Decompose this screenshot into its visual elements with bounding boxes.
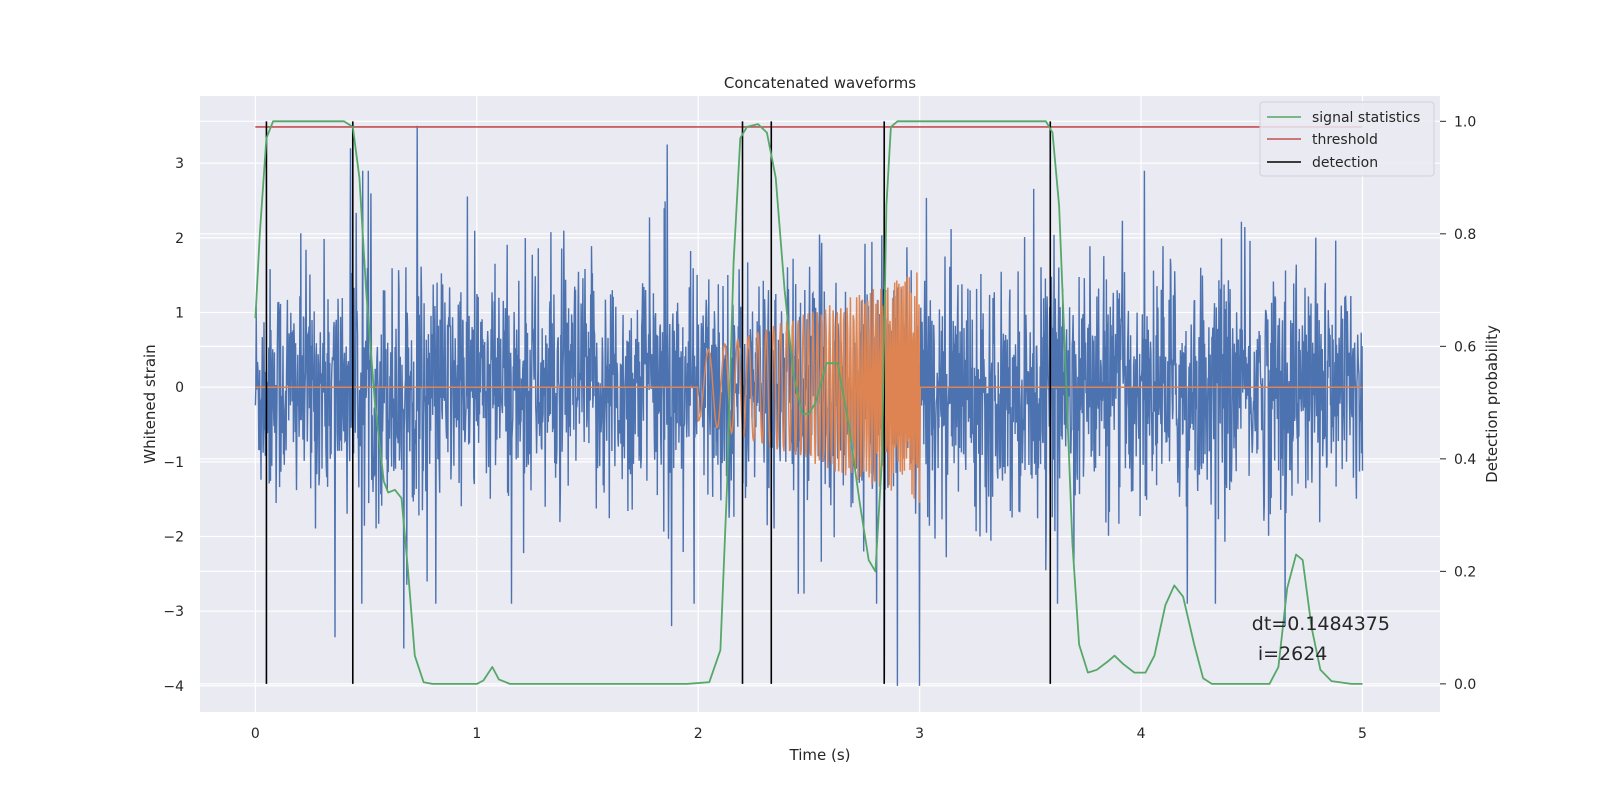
y2-tick-label: 0.8 bbox=[1454, 227, 1476, 243]
y2-tick-label: 0.0 bbox=[1454, 677, 1476, 693]
legend-label-threshold: threshold bbox=[1312, 132, 1378, 148]
y-tick-label: 1 bbox=[175, 306, 184, 322]
y-tick-label: −2 bbox=[163, 530, 184, 546]
y-tick-label: 0 bbox=[175, 380, 184, 396]
y2-tick-label: 0.2 bbox=[1454, 564, 1476, 580]
y-tick-label: 2 bbox=[175, 231, 184, 247]
y-tick-label: −1 bbox=[163, 455, 184, 471]
y-tick-label: −4 bbox=[163, 679, 184, 695]
y-axis-label: Whitened strain bbox=[141, 344, 159, 463]
x-tick-label: 4 bbox=[1137, 726, 1146, 742]
x-tick-label: 3 bbox=[915, 726, 924, 742]
y-tick-label: 3 bbox=[175, 156, 184, 172]
y2-axis-label: Detection probability bbox=[1483, 325, 1501, 483]
ticks: 0 1 2 3 4 5 −4 −3 −2 −1 0 1 2 3 0.0 0.2 0.4 0.6 0.8 1.0 bbox=[163, 114, 1476, 742]
data-layer bbox=[254, 120, 1364, 686]
annotation-index: i=2624 bbox=[1252, 643, 1328, 665]
injection-line bbox=[255, 272, 1363, 503]
x-tick-label: 0 bbox=[251, 726, 260, 742]
strain-line bbox=[254, 125, 1364, 686]
x-tick-label: 5 bbox=[1358, 726, 1367, 742]
x-axis-label: Time (s) bbox=[789, 746, 851, 764]
signal-statistics-line bbox=[254, 120, 1363, 685]
legend-label-signal-statistics: signal statistics bbox=[1312, 110, 1420, 126]
y2-tick-label: 1.0 bbox=[1454, 114, 1476, 130]
legend: signal statistics threshold detection bbox=[1259, 101, 1435, 177]
y-tick-label: −3 bbox=[163, 604, 184, 620]
x-tick-label: 1 bbox=[472, 726, 481, 742]
legend-box bbox=[1259, 101, 1435, 177]
chart-title: Concatenated waveforms bbox=[724, 74, 916, 92]
y2-tick-label: 0.6 bbox=[1454, 339, 1476, 355]
y2-tick-label: 0.4 bbox=[1454, 452, 1476, 468]
x-tick-label: 2 bbox=[694, 726, 703, 742]
legend-label-detection: detection bbox=[1312, 155, 1378, 171]
annotation-dt: dt=0.1484375 bbox=[1252, 613, 1390, 635]
